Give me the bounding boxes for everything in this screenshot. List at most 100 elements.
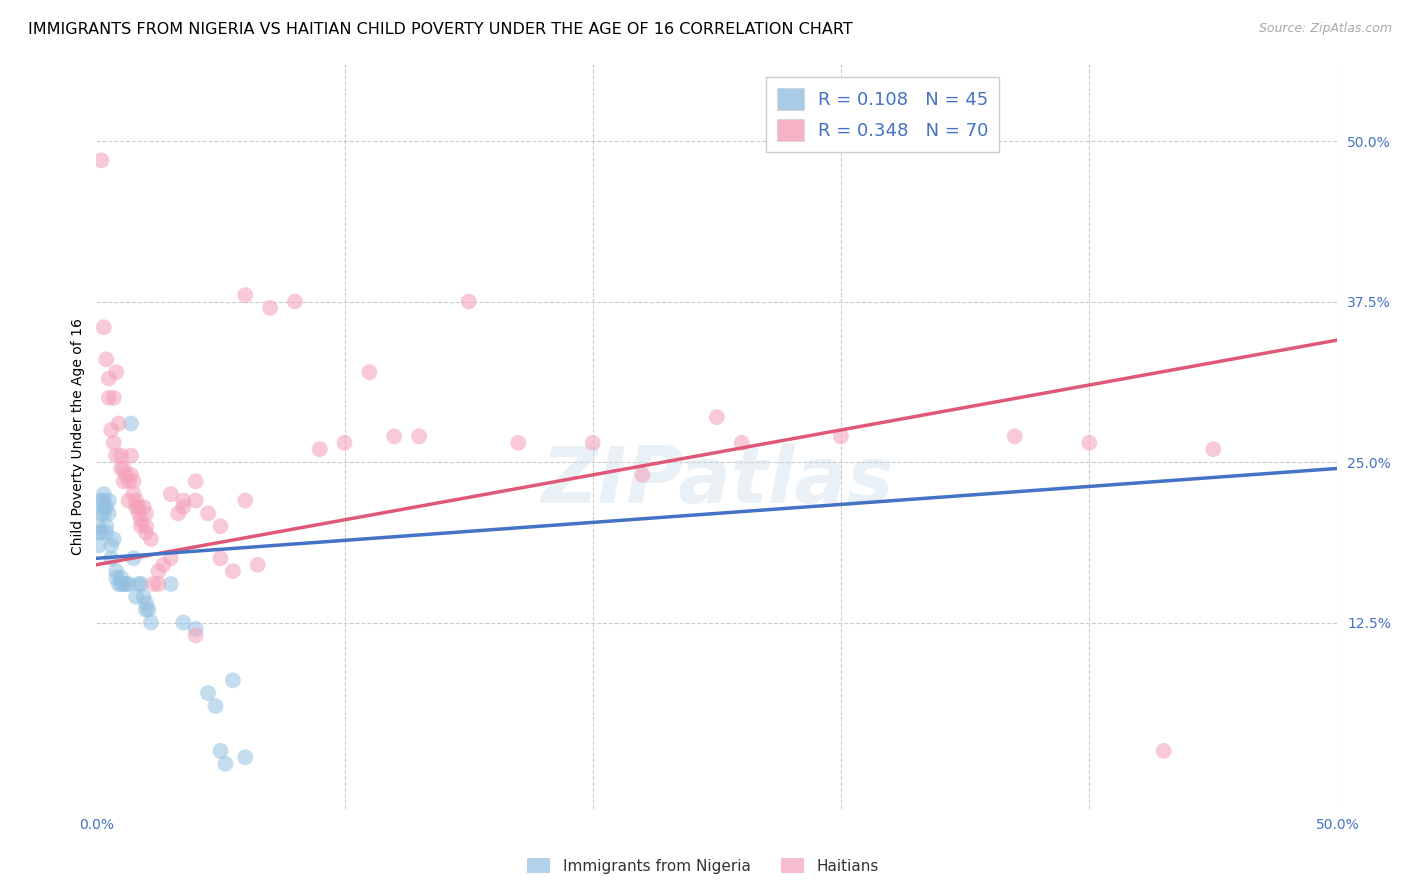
Point [105,365,128,379]
Point [135,507,157,521]
Point [90,493,112,508]
Point [128,577,150,591]
Point [110,449,132,463]
Point [129,577,152,591]
Point [120,467,142,482]
Point [731,435,754,450]
Point [138,603,160,617]
Point [167,507,190,521]
Point [93,500,115,514]
Point [97,391,120,405]
Point [97,507,120,521]
Point [100,551,122,566]
Text: Source: ZipAtlas.com: Source: ZipAtlas.com [1258,22,1392,36]
Point [110,461,132,475]
Point [96,352,118,367]
Point [830,429,852,443]
Point [93,487,115,501]
Point [382,429,405,443]
Point [333,435,356,450]
Point [96,519,118,533]
Point [152,558,174,572]
Point [582,435,605,450]
Point [159,551,181,566]
Point [93,493,115,508]
Point [112,577,135,591]
Text: IMMIGRANTS FROM NIGERIA VS HAITIAN CHILD POVERTY UNDER THE AGE OF 16 CORRELATION: IMMIGRANTS FROM NIGERIA VS HAITIAN CHILD… [28,22,853,37]
Point [90,507,112,521]
Point [142,577,165,591]
Point [87,539,110,553]
Point [125,493,148,508]
Point [184,628,207,642]
Point [105,449,128,463]
Point [87,525,110,540]
Point [172,493,194,508]
Point [184,622,207,636]
Point [197,507,219,521]
Point [457,294,479,309]
Point [129,513,152,527]
Point [100,539,122,553]
Point [139,532,162,546]
Point [139,615,162,630]
Point [115,467,138,482]
Point [103,391,125,405]
Point [122,475,145,489]
Point [631,467,654,482]
Point [135,596,157,610]
Point [128,507,150,521]
Point [172,615,194,630]
Point [96,500,118,514]
Point [100,423,122,437]
Point [159,487,181,501]
Point [1202,442,1225,457]
Point [135,603,157,617]
Point [129,519,152,533]
Point [112,475,135,489]
Point [204,698,226,713]
Point [117,475,139,489]
Y-axis label: Child Poverty Under the Age of 16: Child Poverty Under the Age of 16 [72,318,86,555]
Point [222,564,245,578]
Point [209,551,232,566]
Point [1153,744,1175,758]
Point [117,493,139,508]
Legend: Immigrants from Nigeria, Haitians: Immigrants from Nigeria, Haitians [522,852,884,880]
Point [359,365,381,379]
Legend: R = 0.108   N = 45, R = 0.348   N = 70: R = 0.108 N = 45, R = 0.348 N = 70 [766,77,1000,152]
Point [96,525,118,540]
Point [197,686,219,700]
Point [97,371,120,385]
Point [120,449,142,463]
Point [93,320,115,334]
Point [90,153,112,168]
Point [1078,435,1101,450]
Point [117,577,139,591]
Point [308,442,330,457]
Point [122,487,145,501]
Point [107,577,129,591]
Point [103,532,125,546]
Point [408,429,430,443]
Point [209,519,232,533]
Point [128,500,150,514]
Point [184,475,207,489]
Point [110,577,132,591]
Point [125,590,148,604]
Point [246,558,269,572]
Point [172,500,194,514]
Point [103,435,125,450]
Point [135,519,157,533]
Point [112,461,135,475]
Point [259,301,281,315]
Point [105,571,128,585]
Point [122,551,145,566]
Point [706,410,728,425]
Point [148,577,170,591]
Point [284,294,307,309]
Point [110,571,132,585]
Point [214,756,236,771]
Point [87,519,110,533]
Point [120,417,142,431]
